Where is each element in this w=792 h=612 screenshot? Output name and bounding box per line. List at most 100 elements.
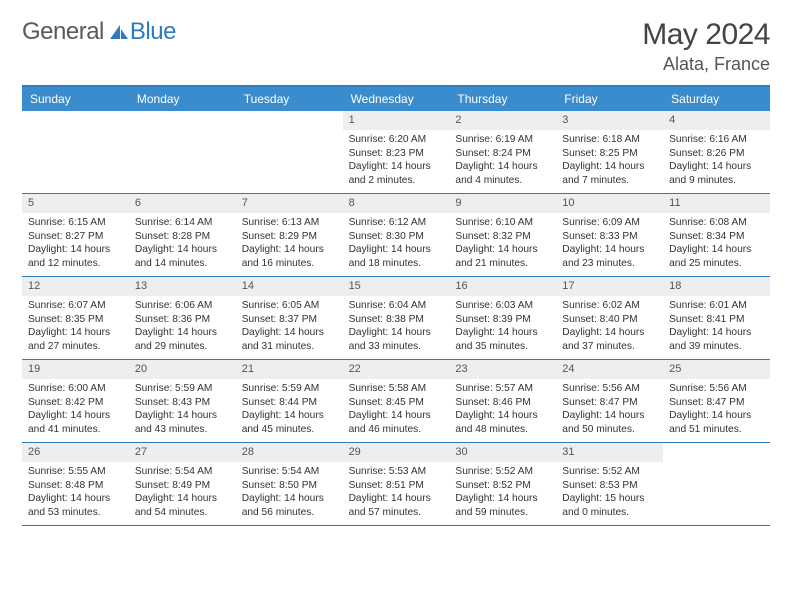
sunrise-line: Sunrise: 6:01 AM [669, 299, 764, 313]
day-number: 28 [236, 443, 343, 462]
daylight-line: Daylight: 14 hours and 59 minutes. [455, 492, 550, 520]
daylight-line: Daylight: 14 hours and 4 minutes. [455, 160, 550, 188]
weekday-header: Saturday [663, 87, 770, 111]
day-cell: 25Sunrise: 5:56 AMSunset: 8:47 PMDayligh… [663, 360, 770, 442]
daylight-line: Daylight: 14 hours and 33 minutes. [349, 326, 444, 354]
day-cell: 30Sunrise: 5:52 AMSunset: 8:52 PMDayligh… [449, 443, 556, 525]
sunrise-line: Sunrise: 5:59 AM [242, 382, 337, 396]
weekday-header: Friday [556, 87, 663, 111]
week-row: 1Sunrise: 6:20 AMSunset: 8:23 PMDaylight… [22, 111, 770, 194]
daylight-line: Daylight: 14 hours and 7 minutes. [562, 160, 657, 188]
day-body: Sunrise: 6:05 AMSunset: 8:37 PMDaylight:… [236, 296, 343, 358]
week-row: 12Sunrise: 6:07 AMSunset: 8:35 PMDayligh… [22, 277, 770, 360]
day-body: Sunrise: 6:12 AMSunset: 8:30 PMDaylight:… [343, 213, 450, 275]
sunrise-line: Sunrise: 6:20 AM [349, 133, 444, 147]
sunset-line: Sunset: 8:40 PM [562, 313, 657, 327]
sunrise-line: Sunrise: 5:55 AM [28, 465, 123, 479]
day-number: 3 [556, 111, 663, 130]
daylight-line: Daylight: 14 hours and 43 minutes. [135, 409, 230, 437]
day-number: 9 [449, 194, 556, 213]
sunset-line: Sunset: 8:25 PM [562, 147, 657, 161]
empty-cell [663, 443, 770, 525]
sunrise-line: Sunrise: 5:59 AM [135, 382, 230, 396]
daylight-line: Daylight: 14 hours and 14 minutes. [135, 243, 230, 271]
day-number: 21 [236, 360, 343, 379]
day-body: Sunrise: 5:52 AMSunset: 8:53 PMDaylight:… [556, 462, 663, 524]
daylight-line: Daylight: 14 hours and 39 minutes. [669, 326, 764, 354]
sunrise-line: Sunrise: 5:57 AM [455, 382, 550, 396]
sunrise-line: Sunrise: 6:14 AM [135, 216, 230, 230]
weeks-container: 1Sunrise: 6:20 AMSunset: 8:23 PMDaylight… [22, 111, 770, 526]
day-number: 13 [129, 277, 236, 296]
empty-cell [129, 111, 236, 193]
sunrise-line: Sunrise: 6:07 AM [28, 299, 123, 313]
daylight-line: Daylight: 14 hours and 25 minutes. [669, 243, 764, 271]
daylight-line: Daylight: 14 hours and 27 minutes. [28, 326, 123, 354]
daylight-line: Daylight: 14 hours and 37 minutes. [562, 326, 657, 354]
day-body: Sunrise: 6:19 AMSunset: 8:24 PMDaylight:… [449, 130, 556, 192]
day-body: Sunrise: 6:09 AMSunset: 8:33 PMDaylight:… [556, 213, 663, 275]
day-cell: 15Sunrise: 6:04 AMSunset: 8:38 PMDayligh… [343, 277, 450, 359]
daylight-line: Daylight: 14 hours and 46 minutes. [349, 409, 444, 437]
sunrise-line: Sunrise: 5:52 AM [562, 465, 657, 479]
sunset-line: Sunset: 8:51 PM [349, 479, 444, 493]
sunset-line: Sunset: 8:34 PM [669, 230, 764, 244]
logo-word-1: General [22, 18, 104, 46]
day-cell: 29Sunrise: 5:53 AMSunset: 8:51 PMDayligh… [343, 443, 450, 525]
day-cell: 18Sunrise: 6:01 AMSunset: 8:41 PMDayligh… [663, 277, 770, 359]
sunrise-line: Sunrise: 6:12 AM [349, 216, 444, 230]
sunrise-line: Sunrise: 5:58 AM [349, 382, 444, 396]
sunrise-line: Sunrise: 5:56 AM [669, 382, 764, 396]
day-cell: 5Sunrise: 6:15 AMSunset: 8:27 PMDaylight… [22, 194, 129, 276]
daylight-line: Daylight: 14 hours and 50 minutes. [562, 409, 657, 437]
sunset-line: Sunset: 8:44 PM [242, 396, 337, 410]
day-body: Sunrise: 6:07 AMSunset: 8:35 PMDaylight:… [22, 296, 129, 358]
daylight-line: Daylight: 14 hours and 9 minutes. [669, 160, 764, 188]
weekday-header: Monday [129, 87, 236, 111]
sunset-line: Sunset: 8:30 PM [349, 230, 444, 244]
day-number: 12 [22, 277, 129, 296]
day-number: 16 [449, 277, 556, 296]
day-number: 20 [129, 360, 236, 379]
day-cell: 24Sunrise: 5:56 AMSunset: 8:47 PMDayligh… [556, 360, 663, 442]
day-number: 19 [22, 360, 129, 379]
day-body: Sunrise: 6:02 AMSunset: 8:40 PMDaylight:… [556, 296, 663, 358]
day-cell: 27Sunrise: 5:54 AMSunset: 8:49 PMDayligh… [129, 443, 236, 525]
day-body: Sunrise: 6:14 AMSunset: 8:28 PMDaylight:… [129, 213, 236, 275]
empty-cell [236, 111, 343, 193]
sunset-line: Sunset: 8:39 PM [455, 313, 550, 327]
day-number: 22 [343, 360, 450, 379]
sunset-line: Sunset: 8:28 PM [135, 230, 230, 244]
day-cell: 11Sunrise: 6:08 AMSunset: 8:34 PMDayligh… [663, 194, 770, 276]
sunset-line: Sunset: 8:50 PM [242, 479, 337, 493]
sunset-line: Sunset: 8:47 PM [562, 396, 657, 410]
sunrise-line: Sunrise: 6:08 AM [669, 216, 764, 230]
day-cell: 14Sunrise: 6:05 AMSunset: 8:37 PMDayligh… [236, 277, 343, 359]
day-body: Sunrise: 5:56 AMSunset: 8:47 PMDaylight:… [663, 379, 770, 441]
day-cell: 26Sunrise: 5:55 AMSunset: 8:48 PMDayligh… [22, 443, 129, 525]
sunrise-line: Sunrise: 6:09 AM [562, 216, 657, 230]
day-body: Sunrise: 5:52 AMSunset: 8:52 PMDaylight:… [449, 462, 556, 524]
day-cell: 12Sunrise: 6:07 AMSunset: 8:35 PMDayligh… [22, 277, 129, 359]
day-number: 18 [663, 277, 770, 296]
sunrise-line: Sunrise: 5:56 AM [562, 382, 657, 396]
day-cell: 21Sunrise: 5:59 AMSunset: 8:44 PMDayligh… [236, 360, 343, 442]
sunset-line: Sunset: 8:32 PM [455, 230, 550, 244]
location: Alata, France [642, 54, 770, 75]
logo-word-2: Blue [130, 18, 176, 46]
day-body: Sunrise: 5:55 AMSunset: 8:48 PMDaylight:… [22, 462, 129, 524]
day-body: Sunrise: 6:16 AMSunset: 8:26 PMDaylight:… [663, 130, 770, 192]
logo-sail-icon [108, 23, 130, 41]
sunset-line: Sunset: 8:48 PM [28, 479, 123, 493]
week-row: 19Sunrise: 6:00 AMSunset: 8:42 PMDayligh… [22, 360, 770, 443]
day-body: Sunrise: 6:18 AMSunset: 8:25 PMDaylight:… [556, 130, 663, 192]
day-body: Sunrise: 6:08 AMSunset: 8:34 PMDaylight:… [663, 213, 770, 275]
sunrise-line: Sunrise: 5:52 AM [455, 465, 550, 479]
daylight-line: Daylight: 14 hours and 51 minutes. [669, 409, 764, 437]
daylight-line: Daylight: 15 hours and 0 minutes. [562, 492, 657, 520]
day-number: 8 [343, 194, 450, 213]
sunrise-line: Sunrise: 6:02 AM [562, 299, 657, 313]
day-body: Sunrise: 5:57 AMSunset: 8:46 PMDaylight:… [449, 379, 556, 441]
daylight-line: Daylight: 14 hours and 18 minutes. [349, 243, 444, 271]
sunrise-line: Sunrise: 5:54 AM [242, 465, 337, 479]
